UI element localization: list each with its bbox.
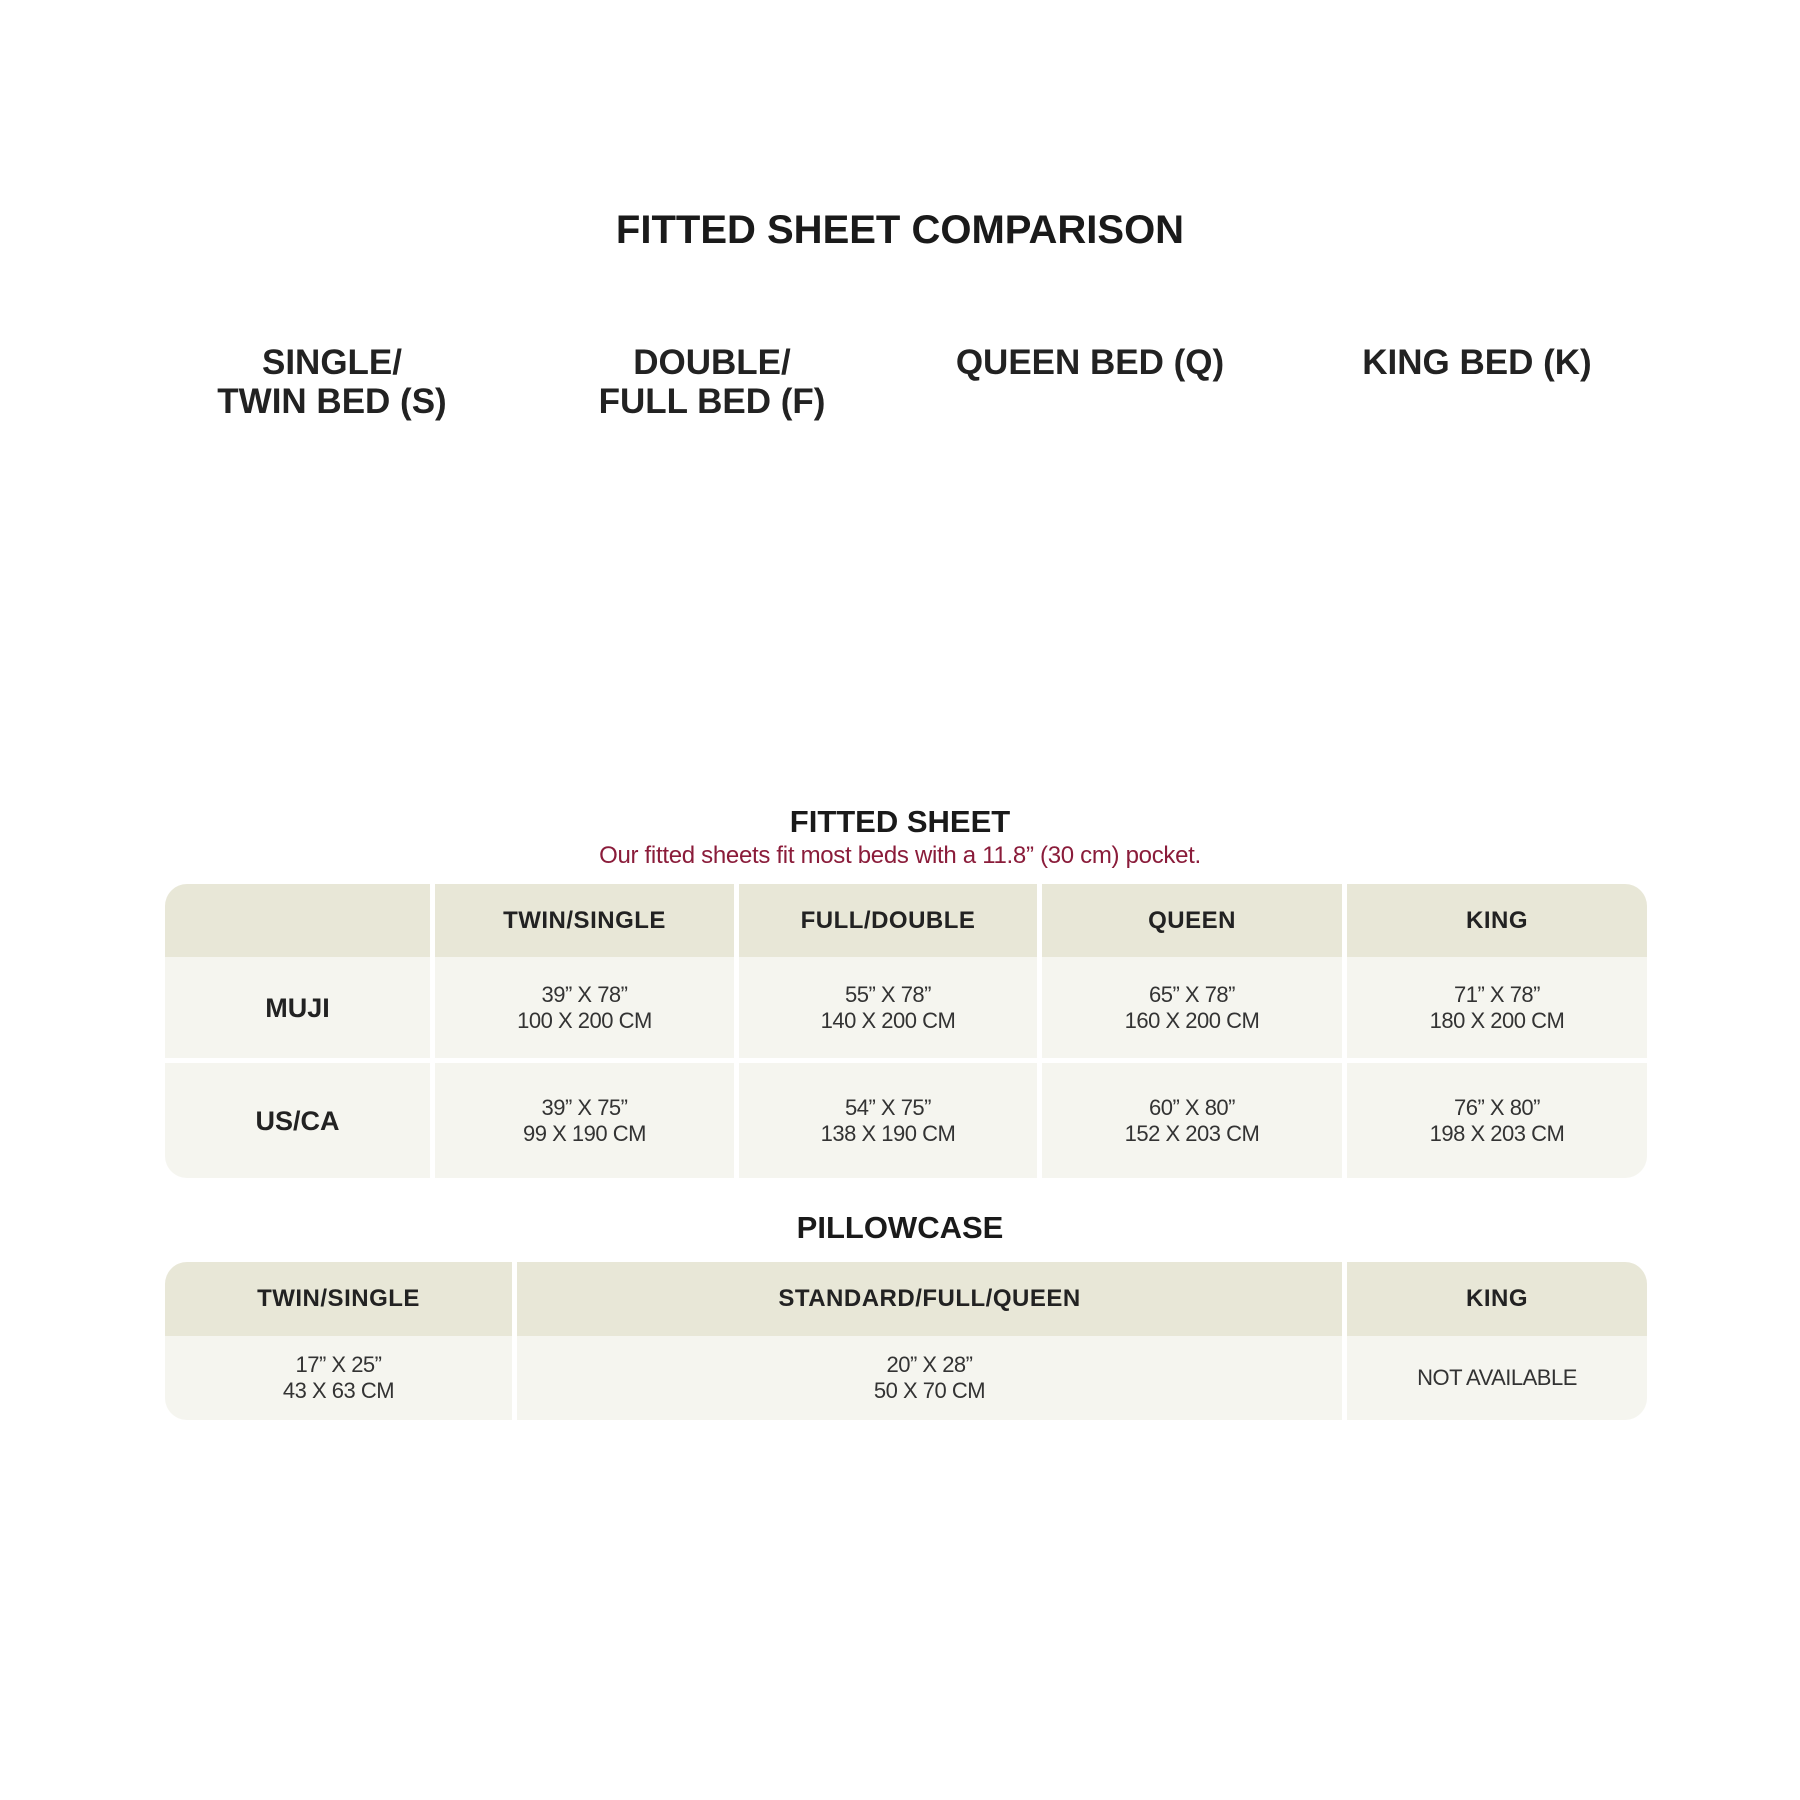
bed-label-line: QUEEN BED (Q) [955, 343, 1225, 382]
cell-text: 152 X 203 CM [1124, 1120, 1260, 1146]
cell-text: 198 X 203 CM [1429, 1120, 1565, 1146]
cell-text: 39” X 75” [541, 1094, 629, 1120]
bed-label-line: DOUBLE/ [633, 343, 791, 382]
cell-text: US/CA [255, 1105, 340, 1136]
table-cell: 65” X 78” 160 X 200 CM [1042, 957, 1342, 1058]
cell-text: 180 X 200 CM [1429, 1007, 1565, 1033]
cell-text: 54” X 75” [845, 1094, 932, 1120]
cell-text: 17” X 25” [295, 1352, 383, 1377]
cell-text: 55” X 78” [845, 981, 932, 1007]
column-header: QUEEN [1042, 884, 1342, 957]
table-cell: NOT AVAILABLE [1347, 1336, 1647, 1420]
column-header: TWIN/SINGLE [435, 884, 734, 957]
cell-text: 50 X 70 CM [873, 1378, 986, 1403]
cell-text: 65” X 78” [1149, 981, 1236, 1007]
bed-label-line: KING BED (K) [1362, 343, 1592, 382]
bed-size-label: KING BED (K) [1277, 343, 1677, 382]
bed-size-label: SINGLE/TWIN BED (S) [132, 343, 532, 421]
cell-text: 20” X 28” [886, 1352, 974, 1377]
table-cell: 20” X 28” 50 X 70 CM [517, 1336, 1342, 1420]
cell-text: 160 X 200 CM [1124, 1007, 1260, 1033]
column-header: KING [1347, 1262, 1647, 1336]
cell-text: 71” X 78” [1454, 981, 1541, 1007]
cell-text: FULL/DOUBLE [800, 906, 976, 934]
cell-text: 60” X 80” [1149, 1094, 1236, 1120]
cell-text: 39” X 78” [541, 981, 629, 1007]
bed-label-line: TWIN BED (S) [217, 382, 447, 421]
bed-size-label: DOUBLE/FULL BED (F) [512, 343, 912, 421]
table-cell: 55” X 78” 140 X 200 CM [739, 957, 1037, 1058]
cell-text: MUJI [265, 992, 330, 1023]
table-cell: 71” X 78” 180 X 200 CM [1347, 957, 1647, 1058]
table-cell: 54” X 75” 138 X 190 CM [739, 1063, 1037, 1178]
column-header: KING [1347, 884, 1647, 957]
fitted-sheet-table: TWIN/SINGLE FULL/DOUBLE QUEEN KING MUJI 39” X… [165, 884, 1647, 1178]
table-cell: 60” X 80” 152 X 203 CM [1042, 1063, 1342, 1178]
fitted-sheet-note: Our fitted sheets fit most beds with a 1… [599, 842, 1201, 869]
cell-text: TWIN/SINGLE [503, 906, 666, 934]
fitted-sheet-heading: FITTED SHEET [789, 804, 1011, 839]
cell-text: 43 X 63 CM [282, 1378, 395, 1403]
table-cell: 39” X 78” 100 X 200 CM [435, 957, 734, 1058]
cell-text: STANDARD/FULL/QUEEN [778, 1285, 1081, 1312]
cell-text: KING [1466, 906, 1528, 934]
cell-text: 140 X 200 CM [820, 1007, 956, 1033]
cell-text: TWIN/SINGLE [257, 1285, 420, 1312]
column-header: TWIN/SINGLE [165, 1262, 512, 1336]
cell-text: NOT AVAILABLE [1417, 1365, 1577, 1390]
cell-text: 76” X 80” [1454, 1094, 1541, 1120]
cell-text: 99 X 190 CM [523, 1120, 646, 1146]
bed-label-line: SINGLE/ [261, 343, 403, 382]
bed-size-label: QUEEN BED (Q) [890, 343, 1290, 382]
cell-text: QUEEN [1148, 906, 1236, 934]
column-header: FULL/DOUBLE [739, 884, 1037, 957]
column-header [165, 884, 430, 957]
table-cell: 76” X 80” 198 X 203 CM [1347, 1063, 1647, 1178]
column-header: STANDARD/FULL/QUEEN [517, 1262, 1342, 1336]
row-label: MUJI [165, 957, 430, 1058]
page-title: FITTED SHEET COMPARISON [615, 208, 1185, 252]
pillowcase-heading: PILLOWCASE [796, 1210, 1004, 1245]
table-cell: 17” X 25” 43 X 63 CM [165, 1336, 512, 1420]
table-cell: 39” X 75” 99 X 190 CM [435, 1063, 734, 1178]
bed-label-line: FULL BED (F) [598, 382, 826, 421]
cell-text: 100 X 200 CM [517, 1007, 652, 1033]
row-label: US/CA [165, 1063, 430, 1178]
cell-text: KING [1466, 1285, 1528, 1312]
cell-text: 138 X 190 CM [820, 1120, 956, 1146]
pillowcase-table: TWIN/SINGLE STANDARD/FULL/QUEEN KING 17” X … [165, 1262, 1647, 1420]
